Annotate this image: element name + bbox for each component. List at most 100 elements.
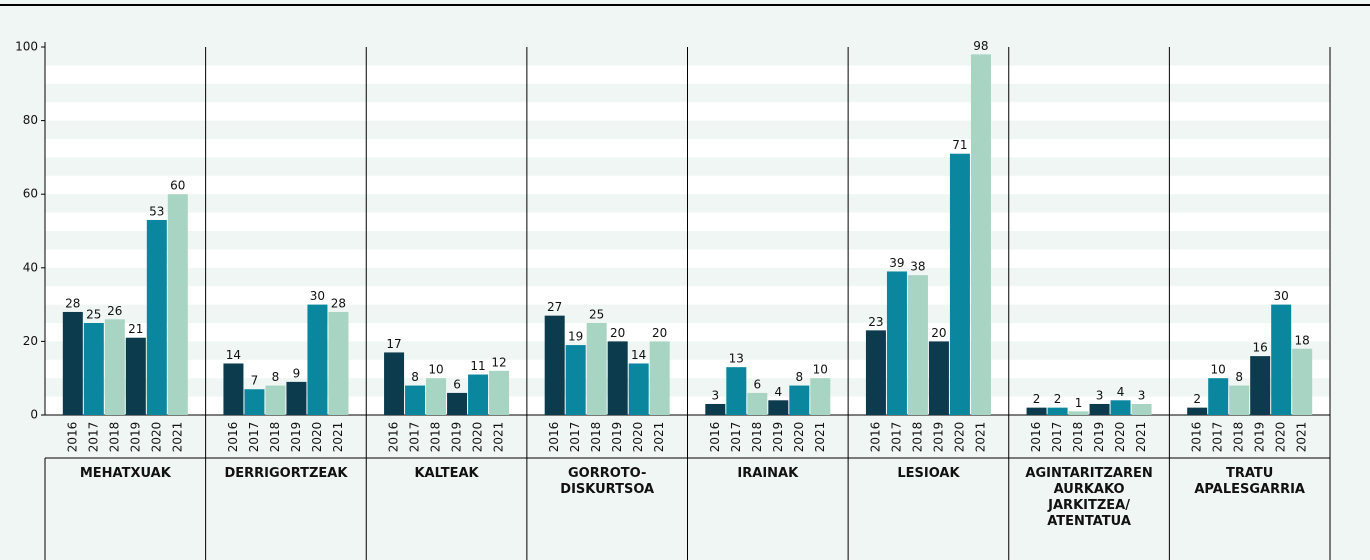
bar [1292,348,1313,415]
value-label: 3 [1096,388,1104,402]
value-label: 28 [331,296,346,310]
bar [328,311,349,415]
value-label: 21 [128,322,143,336]
bar [265,385,286,415]
value-label: 8 [795,370,803,384]
x-tick-label: 2020 [952,422,966,453]
x-tick-label: 2018 [1232,422,1246,453]
bar [544,315,565,415]
bar [607,341,628,415]
y-tick-label: 60 [23,187,38,201]
value-label: 20 [652,326,667,340]
x-tick-label: 2021 [170,422,184,453]
value-label: 2 [1033,392,1041,406]
bar [649,341,670,415]
y-tick-label: 20 [23,334,38,348]
value-label: 2 [1193,392,1201,406]
x-tick-label: 2016 [65,422,79,453]
value-label: 19 [568,330,583,344]
x-tick-label: 2017 [889,422,903,453]
x-tick-label: 2018 [589,422,603,453]
value-label: 4 [774,385,782,399]
value-label: 25 [589,308,604,322]
bar [1250,356,1271,415]
x-tick-label: 2016 [387,422,401,453]
bar [865,330,886,415]
bar [1271,304,1292,415]
bar [1089,403,1110,415]
value-label: 26 [107,304,122,318]
bar [125,337,146,415]
x-tick-label: 2018 [1071,422,1085,453]
bar [1068,411,1089,415]
value-label: 10 [428,363,443,377]
value-label: 53 [149,204,164,218]
bar [146,219,167,415]
x-tick-label: 2018 [750,422,764,453]
x-tick-label: 2021 [973,422,987,453]
value-label: 6 [453,377,461,391]
x-tick-label: 2017 [408,422,422,453]
x-tick-label: 2017 [568,422,582,453]
x-tick-label: 2017 [86,422,100,453]
x-tick-label: 2017 [729,422,743,453]
x-tick-label: 2018 [268,422,282,453]
value-label: 3 [711,388,719,402]
x-tick-label: 2019 [450,422,464,453]
bar [1187,407,1208,415]
bar [907,275,928,415]
value-label: 25 [86,308,101,322]
bar [705,403,726,415]
x-tick-label: 2019 [771,422,785,453]
value-label: 6 [753,377,761,391]
value-label: 2 [1054,392,1062,406]
x-tick-label: 2019 [128,422,142,453]
value-label: 1 [1075,396,1083,410]
bar [1026,407,1047,415]
y-tick-label: 100 [15,40,38,54]
value-label: 17 [386,337,401,351]
value-label: 7 [251,374,259,388]
bar [768,400,789,415]
x-tick-label: 2019 [289,422,303,453]
value-label: 14 [631,348,646,362]
bar [384,352,405,415]
category-label: LESIOAK [897,466,960,481]
x-tick-label: 2021 [652,422,666,453]
x-tick-label: 2016 [1029,422,1043,453]
value-label: 38 [910,260,925,274]
bar [1047,407,1068,415]
bar [586,323,607,415]
category-label: GORROTO- DISKURTSOA [560,466,655,497]
bar [1131,403,1152,415]
bar [307,304,328,415]
x-tick-label: 2019 [610,422,624,453]
bar [489,370,510,415]
category-label: AGINTARITZAREN AURKAKO JARKITZEA/ ATENTA… [1025,466,1153,529]
x-tick-label: 2021 [331,422,345,453]
x-tick-label: 2021 [813,422,827,453]
bar [949,153,970,415]
value-label: 10 [1211,363,1226,377]
value-label: 23 [868,315,883,329]
bar [747,392,768,415]
bar [1229,385,1250,415]
value-label: 71 [952,138,967,152]
x-tick-label: 2017 [247,422,261,453]
x-tick-label: 2021 [1134,422,1148,453]
bar [970,54,991,416]
value-label: 30 [310,289,325,303]
y-tick-label: 0 [30,408,38,422]
x-tick-label: 2020 [1113,422,1127,453]
value-label: 9 [293,366,301,380]
bar [104,319,125,415]
value-label: 27 [547,300,562,314]
x-tick-label: 2021 [492,422,506,453]
value-label: 4 [1117,385,1125,399]
x-tick-label: 2018 [107,422,121,453]
value-label: 39 [889,256,904,270]
value-label: 10 [813,363,828,377]
